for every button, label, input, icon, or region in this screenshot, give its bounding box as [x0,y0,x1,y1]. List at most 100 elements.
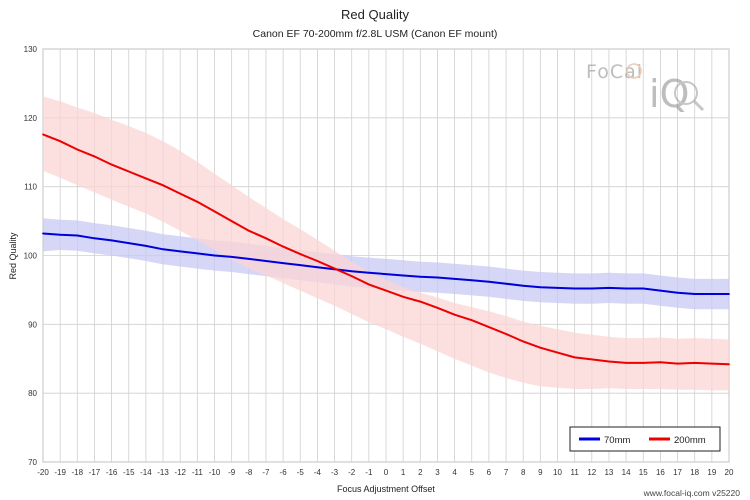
x-tick-label: 16 [656,468,665,477]
x-tick-label: 0 [384,468,389,477]
x-tick-label: -10 [209,468,221,477]
x-tick-label: -12 [174,468,186,477]
data-point-70mm [659,289,662,292]
x-tick-label: -13 [157,468,169,477]
y-tick-label: 90 [28,320,37,329]
data-point-200mm [436,306,439,309]
x-tick-label: -17 [89,468,101,477]
x-tick-label: 3 [435,468,440,477]
data-point-200mm [316,260,319,262]
data-point-200mm [333,267,336,270]
data-point-70mm [247,258,250,260]
y-axis-label: Red Quality [8,232,18,280]
x-tick-label: 7 [504,468,509,477]
data-point-70mm [590,287,593,290]
y-tick-label: 100 [24,252,38,261]
data-point-200mm [676,362,679,365]
data-point-200mm [42,133,44,136]
data-point-70mm [93,237,96,240]
data-point-70mm [59,233,62,236]
x-tick-label: 2 [418,468,423,477]
data-point-70mm [676,291,679,294]
data-point-70mm [470,279,473,282]
x-tick-label: 17 [673,468,682,477]
data-point-70mm [488,280,490,283]
tick-labels: -20 -19 -18 -17 -16 -15 -14 -13 -12 -11 -10 -9 -8 -7-… [24,45,734,477]
logo-aperture-icon [626,63,642,79]
data-point-200mm [625,362,627,364]
data-point-70mm [230,256,233,258]
data-point-200mm [299,253,302,256]
data-point-200mm [196,200,199,203]
data-point-200mm [711,362,713,365]
x-tick-label: 20 [725,468,734,477]
x-tick-label: 4 [452,468,457,477]
data-point-200mm [110,163,113,166]
data-point-200mm [127,170,130,173]
data-point-70mm [316,266,319,269]
x-tick-label: 9 [538,468,543,477]
data-point-200mm [179,192,182,195]
x-tick-label: -5 [297,468,305,477]
x-tick-label: 8 [521,468,526,477]
data-point-200mm [608,360,610,363]
logo-magnifier-handle [692,99,705,112]
data-point-70mm [522,284,525,287]
x-tick-label: -15 [123,468,135,477]
data-point-70mm [196,252,199,255]
data-point-200mm [573,356,576,359]
x-tick-label: -1 [365,468,373,477]
data-point-200mm [76,148,79,151]
x-tick-label: 1 [401,468,406,477]
data-point-200mm [282,245,284,248]
data-point-200mm [247,229,250,232]
data-point-70mm [127,242,130,245]
x-tick-label: 10 [553,468,562,477]
y-tick-label: 70 [28,458,37,467]
x-tick-label: -3 [331,468,339,477]
x-tick-label: 6 [487,468,492,477]
data-point-200mm [419,300,422,303]
data-point-200mm [556,351,559,354]
x-tick-label: -16 [106,468,118,477]
data-point-200mm [350,275,353,277]
data-point-70mm [419,275,422,278]
x-tick-label: 11 [570,468,579,477]
y-tick-label: 120 [24,114,38,123]
confidence-bands [43,96,729,391]
data-point-200mm [402,295,405,298]
x-tick-label: -9 [228,468,236,477]
data-point-70mm [162,248,165,251]
data-point-70mm [556,287,559,289]
data-point-200mm [385,289,387,292]
x-tick-label: -20 [37,468,49,477]
x-tick-label: -8 [245,468,253,477]
data-point-200mm [505,333,507,335]
data-point-200mm [230,220,233,223]
x-tick-label: 19 [707,468,716,477]
logo-iq-text: iQ [649,72,689,116]
x-tick-label: 13 [604,468,613,477]
legend: 70mm 200mm [569,426,721,452]
data-point-200mm [162,184,165,187]
data-point-200mm [59,140,62,143]
confidence-band-200mm [43,96,729,391]
x-tick-label: -11 [192,468,204,477]
data-point-70mm [608,287,610,289]
chart-subtitle: Canon EF 70-200mm f/2.8L USM (Canon EF m… [253,28,498,40]
x-tick-label: -2 [348,468,356,477]
x-tick-label: 5 [470,468,475,477]
footer-watermark: www.focal-iq.com v25220 [643,488,741,498]
y-tick-label: 110 [24,183,37,192]
data-point-70mm [76,234,79,237]
x-tick-label: -7 [262,468,270,477]
data-point-70mm [402,274,405,277]
y-tick-label: 80 [28,389,37,398]
data-point-200mm [728,363,730,366]
x-tick-label: -4 [314,468,322,477]
y-tick-label: 130 [24,45,38,54]
series-lines [42,133,730,366]
data-point-200mm [93,155,96,158]
data-point-200mm [693,362,696,364]
